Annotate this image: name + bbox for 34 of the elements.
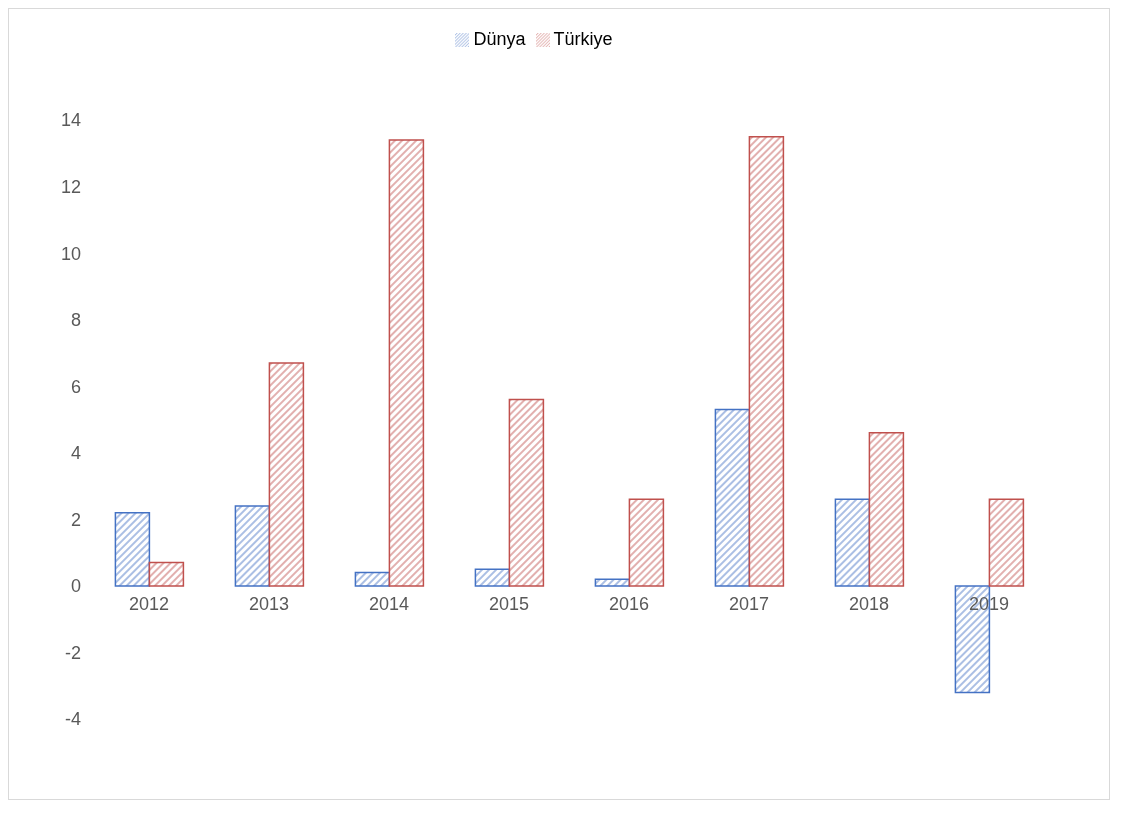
y-tick-label: -4 bbox=[64, 709, 81, 730]
bar bbox=[234, 505, 271, 587]
bar bbox=[748, 135, 785, 587]
legend-label: Türkiye bbox=[553, 29, 613, 49]
x-tick-label: 2014 bbox=[368, 594, 410, 615]
x-tick-label: 2016 bbox=[608, 594, 650, 615]
bar bbox=[714, 408, 751, 587]
bar bbox=[628, 498, 665, 587]
bar bbox=[114, 511, 151, 587]
bar bbox=[868, 432, 905, 587]
x-tick-label: 2015 bbox=[488, 594, 530, 615]
bar bbox=[148, 561, 185, 587]
y-tick-label: 12 bbox=[60, 176, 81, 197]
legend-label: Dünya bbox=[473, 29, 526, 49]
y-tick-label: 10 bbox=[60, 243, 81, 264]
bar bbox=[268, 362, 305, 587]
bar bbox=[388, 139, 425, 587]
y-tick-label: 4 bbox=[70, 443, 81, 464]
x-tick-label: 2013 bbox=[248, 594, 290, 615]
bar bbox=[988, 498, 1025, 587]
x-tick-label: 2018 bbox=[848, 594, 890, 615]
bar bbox=[834, 498, 871, 587]
x-tick-label: 2012 bbox=[128, 594, 170, 615]
bar bbox=[474, 568, 511, 587]
bar bbox=[508, 398, 545, 587]
y-tick-label: 2 bbox=[70, 509, 81, 530]
bar bbox=[354, 571, 391, 587]
y-tick-label: 0 bbox=[70, 576, 81, 597]
bar bbox=[594, 578, 631, 587]
x-tick-label: 2017 bbox=[728, 594, 770, 615]
y-tick-label: -2 bbox=[64, 642, 81, 663]
y-tick-label: 14 bbox=[60, 110, 81, 131]
y-tick-label: 6 bbox=[70, 376, 81, 397]
y-tick-label: 8 bbox=[70, 310, 81, 331]
